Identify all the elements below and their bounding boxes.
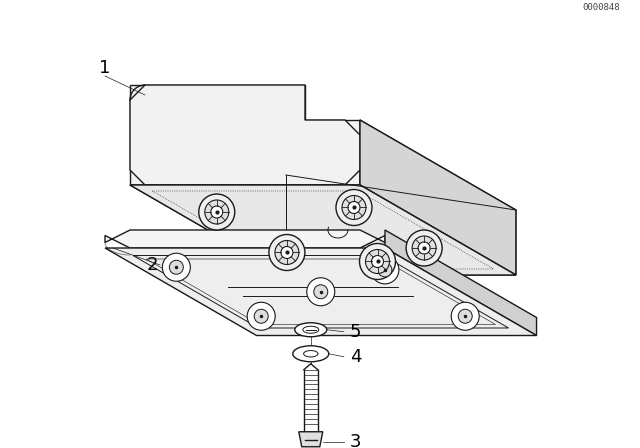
Circle shape bbox=[412, 236, 436, 260]
Circle shape bbox=[254, 309, 268, 323]
Circle shape bbox=[307, 278, 335, 306]
Text: 3: 3 bbox=[350, 433, 362, 448]
Circle shape bbox=[170, 260, 183, 274]
Circle shape bbox=[205, 200, 228, 224]
Text: 5: 5 bbox=[350, 323, 362, 341]
Circle shape bbox=[199, 194, 235, 230]
Polygon shape bbox=[130, 185, 516, 275]
Circle shape bbox=[314, 285, 328, 299]
Circle shape bbox=[360, 244, 396, 280]
Circle shape bbox=[269, 234, 305, 271]
Text: 4: 4 bbox=[350, 348, 362, 366]
Circle shape bbox=[247, 302, 275, 330]
Ellipse shape bbox=[292, 346, 329, 362]
Text: 2: 2 bbox=[147, 256, 157, 274]
Circle shape bbox=[342, 195, 366, 220]
Circle shape bbox=[406, 230, 442, 266]
Circle shape bbox=[371, 255, 383, 267]
Circle shape bbox=[371, 256, 399, 284]
Circle shape bbox=[365, 250, 390, 273]
Polygon shape bbox=[105, 248, 536, 336]
Polygon shape bbox=[360, 120, 516, 275]
Polygon shape bbox=[130, 185, 516, 275]
Polygon shape bbox=[299, 432, 323, 447]
Circle shape bbox=[458, 309, 472, 323]
Text: 0000848: 0000848 bbox=[582, 3, 620, 12]
Ellipse shape bbox=[303, 350, 318, 357]
Circle shape bbox=[418, 242, 430, 254]
Polygon shape bbox=[130, 85, 360, 185]
Circle shape bbox=[378, 263, 392, 277]
Circle shape bbox=[275, 241, 299, 264]
Polygon shape bbox=[105, 230, 385, 248]
Circle shape bbox=[336, 190, 372, 225]
Circle shape bbox=[163, 253, 190, 281]
Circle shape bbox=[451, 302, 479, 330]
Text: 1: 1 bbox=[99, 59, 111, 77]
Circle shape bbox=[211, 206, 223, 218]
Polygon shape bbox=[360, 120, 516, 275]
Polygon shape bbox=[130, 85, 360, 185]
Ellipse shape bbox=[295, 323, 327, 337]
Circle shape bbox=[281, 246, 293, 258]
Circle shape bbox=[348, 202, 360, 214]
Polygon shape bbox=[385, 230, 536, 336]
Ellipse shape bbox=[303, 326, 319, 333]
